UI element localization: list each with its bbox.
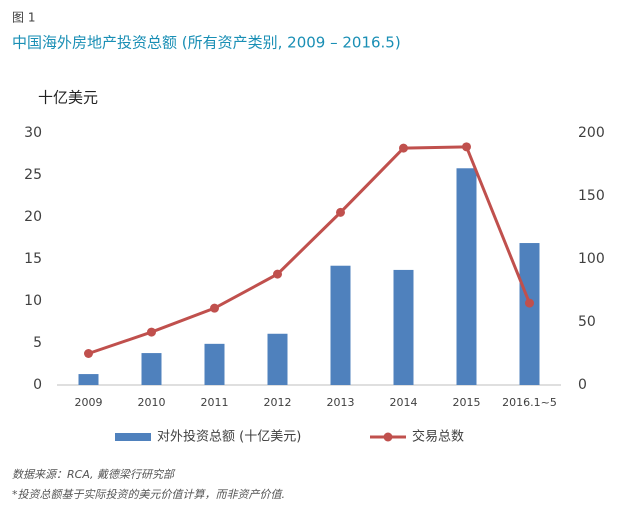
legend-label: 对外投资总额 (十亿美元) xyxy=(157,429,301,445)
bar xyxy=(519,243,540,385)
y2-tick-label: 50 xyxy=(578,314,596,330)
y2-tick-label: 150 xyxy=(578,188,605,204)
chart-title: 中国海外房地产投资总额 (所有资产类别, 2009 – 2016.5) xyxy=(12,34,401,52)
line-marker xyxy=(84,349,93,358)
x-tick-label: 2009 xyxy=(75,396,103,409)
bar xyxy=(204,343,225,385)
y-tick-label: 5 xyxy=(33,335,42,351)
line-marker xyxy=(525,298,534,308)
y2-tick-label: 100 xyxy=(578,251,605,267)
line-marker xyxy=(462,142,471,152)
y2-tick-label: 200 xyxy=(578,125,605,141)
line-marker xyxy=(399,143,408,153)
legend-label: 交易总数 xyxy=(412,429,464,445)
y-tick-label: 30 xyxy=(24,125,42,141)
line-marker xyxy=(147,327,156,337)
line-marker xyxy=(273,269,282,279)
y2-tick-label: 0 xyxy=(578,377,587,393)
x-tick-label: 2010 xyxy=(138,396,166,409)
y-axis-label: 十亿美元 xyxy=(38,89,98,107)
legend-swatch xyxy=(115,433,151,441)
y-tick-label: 0 xyxy=(33,377,42,393)
bar xyxy=(456,168,477,385)
x-tick-label: 2015 xyxy=(453,396,481,409)
x-tick-label: 2012 xyxy=(264,396,292,409)
source-note: 数据来源：RCA, 戴德梁行研究部 xyxy=(12,468,176,481)
line-marker xyxy=(336,207,345,217)
y-tick-label: 25 xyxy=(24,167,42,183)
bar xyxy=(141,353,162,385)
bar xyxy=(393,269,414,385)
figure-label: 图 1 xyxy=(12,11,35,25)
y-tick-label: 10 xyxy=(24,293,42,309)
y-tick-label: 15 xyxy=(24,251,42,267)
legend-swatch xyxy=(383,432,393,442)
line xyxy=(88,145,531,355)
x-tick-label: 2011 xyxy=(201,396,229,409)
x-tick-label: 2016.1~5 xyxy=(502,396,557,409)
x-tick-label: 2013 xyxy=(327,396,355,409)
bar xyxy=(330,265,351,385)
x-tick-label: 2014 xyxy=(390,396,418,409)
footnote: *投资总额基于实际投资的美元价值计算，而非资产价值. xyxy=(12,488,285,501)
line-marker xyxy=(210,303,219,313)
y-tick-label: 20 xyxy=(24,209,42,225)
bar xyxy=(267,333,288,385)
bar xyxy=(78,374,99,385)
